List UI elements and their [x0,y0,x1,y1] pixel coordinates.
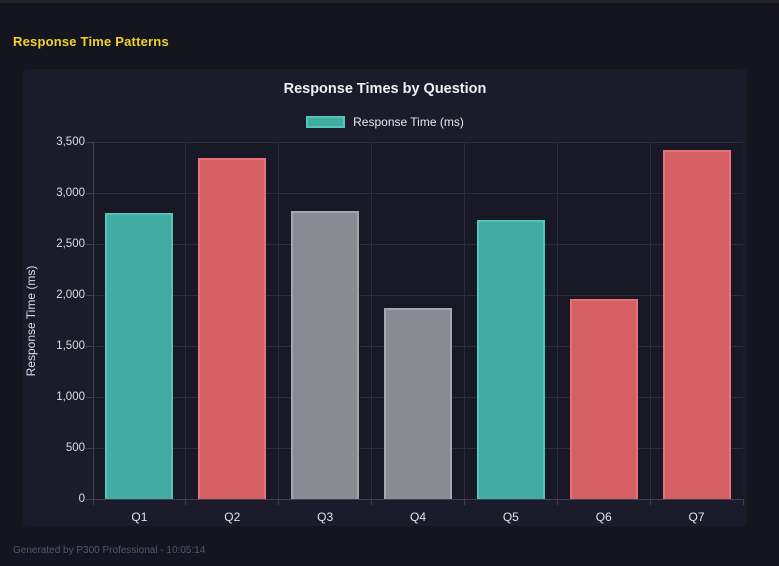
x-label-q1: Q1 [131,510,148,524]
y-axis-title: Response Time (ms) [24,265,38,377]
x-label-q6: Q6 [595,510,612,524]
x-tick-mark-0 [92,499,94,505]
v-gridline-4 [463,142,465,499]
legend-swatch [306,116,346,128]
legend-label: Response Time (ms) [353,115,464,129]
y-tick-label-3000: 3,000 [56,187,85,199]
v-gridline-6 [649,142,651,499]
y-tick-label-2500: 2,500 [56,238,85,250]
v-gridline-5 [556,142,558,499]
bar-q1[interactable] [105,213,174,499]
h-gridline-3500 [93,141,743,143]
x-label-q3: Q3 [317,510,334,524]
bar-q4[interactable] [384,308,452,499]
h-gridline-2500 [93,243,743,245]
plot-area [93,141,743,499]
y-tick-mark-1500 [86,345,93,347]
y-tick-label-3500: 3,500 [56,136,85,148]
x-axis-line [93,499,744,500]
y-tick-mark-3500 [86,141,93,143]
footer-status-text: Generated by P300 Professional - 10:05:1… [13,545,206,556]
bar-q2[interactable] [198,158,267,499]
y-tick-mark-3000 [86,192,93,194]
x-label-q5: Q5 [502,510,519,524]
chart-panel: Response Times by Question Response Time… [23,69,747,526]
y-tick-mark-2000 [86,294,93,296]
bar-q6[interactable] [569,299,638,499]
legend-item-response-time[interactable]: Response Time (ms) [306,115,464,129]
y-tick-label-0: 0 [78,493,85,505]
chart-legend: Response Time (ms) [23,114,747,130]
y-tick-label-500: 500 [65,442,85,454]
y-tick-mark-1000 [86,396,93,398]
page-title: Response Time Patterns [13,34,169,49]
v-gridline-3 [371,142,373,499]
x-tick-mark-1 [185,499,187,505]
y-tick-mark-2500 [86,243,93,245]
window-top-bar [0,0,779,3]
x-label-q7: Q7 [688,510,705,524]
h-gridline-2000 [93,294,743,296]
h-gridline-3000 [93,192,743,194]
x-tick-mark-6 [649,499,651,505]
bar-q7[interactable] [662,150,731,499]
x-tick-mark-4 [463,499,465,505]
x-label-q2: Q2 [224,510,241,524]
x-tick-mark-5 [556,499,558,505]
x-tick-mark-3 [371,499,373,505]
y-tick-label-1500: 1,500 [56,340,85,352]
bar-q3[interactable] [291,211,360,499]
y-tick-label-2000: 2,000 [56,289,85,301]
y-tick-mark-0 [86,498,93,500]
v-gridline-2 [278,142,280,499]
chart-title: Response Times by Question [283,81,487,97]
v-gridline-1 [185,142,187,499]
y-axis-line [93,142,94,500]
y-tick-mark-500 [86,447,93,449]
x-tick-mark-7 [742,499,744,505]
y-tick-label-1000: 1,000 [56,391,85,403]
x-tick-mark-2 [278,499,280,505]
bar-q5[interactable] [476,219,545,499]
x-label-q4: Q4 [409,510,426,524]
